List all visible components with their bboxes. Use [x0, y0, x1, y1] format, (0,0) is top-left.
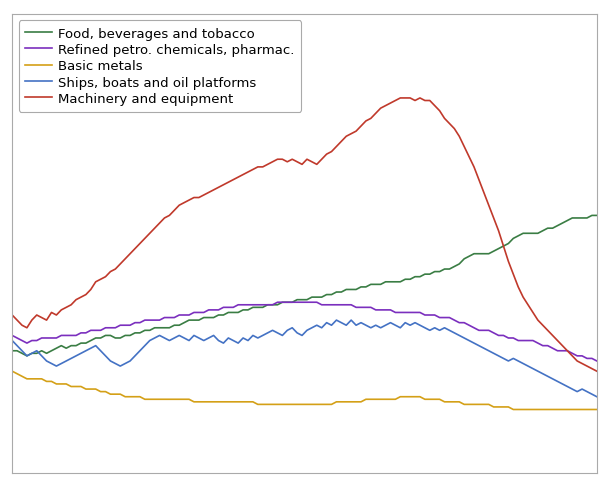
Ships, boats and oil platforms — [593, 394, 600, 400]
Line: Machinery and equipment: Machinery and equipment — [12, 99, 597, 371]
Food, beverages and tobacco — [338, 289, 345, 295]
Machinery and equipment — [166, 213, 173, 219]
Basic metals — [510, 407, 517, 412]
Basic metals — [593, 407, 600, 412]
Basic metals — [166, 397, 173, 403]
Ships, boats and oil platforms — [579, 386, 586, 392]
Line: Basic metals: Basic metals — [12, 371, 597, 409]
Line: Refined petro. chemicals, pharmac.: Refined petro. chemicals, pharmac. — [12, 303, 597, 361]
Food, beverages and tobacco — [23, 353, 30, 359]
Refined petro. chemicals, pharmac. — [579, 353, 586, 359]
Refined petro. chemicals, pharmac. — [417, 310, 424, 316]
Food, beverages and tobacco — [593, 213, 600, 219]
Machinery and equipment — [132, 246, 139, 252]
Machinery and equipment — [417, 96, 424, 102]
Machinery and equipment — [579, 361, 586, 366]
Food, beverages and tobacco — [171, 323, 178, 328]
Ships, boats and oil platforms — [166, 338, 173, 344]
Machinery and equipment — [475, 177, 482, 183]
Basic metals — [579, 407, 586, 412]
Line: Food, beverages and tobacco: Food, beverages and tobacco — [12, 216, 597, 356]
Machinery and equipment — [396, 96, 404, 102]
Machinery and equipment — [593, 368, 600, 374]
Ships, boats and oil platforms — [417, 323, 424, 328]
Ships, boats and oil platforms — [475, 343, 482, 349]
Machinery and equipment — [333, 144, 340, 150]
Food, beverages and tobacco — [475, 251, 482, 257]
Food, beverages and tobacco — [579, 216, 586, 222]
Refined petro. chemicals, pharmac. — [274, 300, 281, 305]
Ships, boats and oil platforms — [333, 318, 340, 324]
Ships, boats and oil platforms — [338, 320, 345, 326]
Basic metals — [9, 368, 16, 374]
Basic metals — [470, 402, 477, 407]
Refined petro. chemicals, pharmac. — [475, 328, 482, 334]
Refined petro. chemicals, pharmac. — [593, 358, 600, 364]
Line: Ships, boats and oil platforms: Ships, boats and oil platforms — [12, 321, 597, 397]
Basic metals — [412, 394, 419, 400]
Legend: Food, beverages and tobacco, Refined petro. chemicals, pharmac., Basic metals, S: Food, beverages and tobacco, Refined pet… — [19, 21, 301, 112]
Refined petro. chemicals, pharmac. — [166, 315, 173, 321]
Basic metals — [333, 399, 340, 405]
Food, beverages and tobacco — [9, 348, 16, 354]
Ships, boats and oil platforms — [9, 338, 16, 344]
Food, beverages and tobacco — [136, 330, 144, 336]
Refined petro. chemicals, pharmac. — [9, 333, 16, 339]
Basic metals — [132, 394, 139, 400]
Refined petro. chemicals, pharmac. — [338, 302, 345, 308]
Food, beverages and tobacco — [588, 213, 596, 219]
Refined petro. chemicals, pharmac. — [132, 320, 139, 326]
Ships, boats and oil platforms — [132, 353, 139, 359]
Machinery and equipment — [9, 312, 16, 318]
Food, beverages and tobacco — [417, 274, 424, 280]
